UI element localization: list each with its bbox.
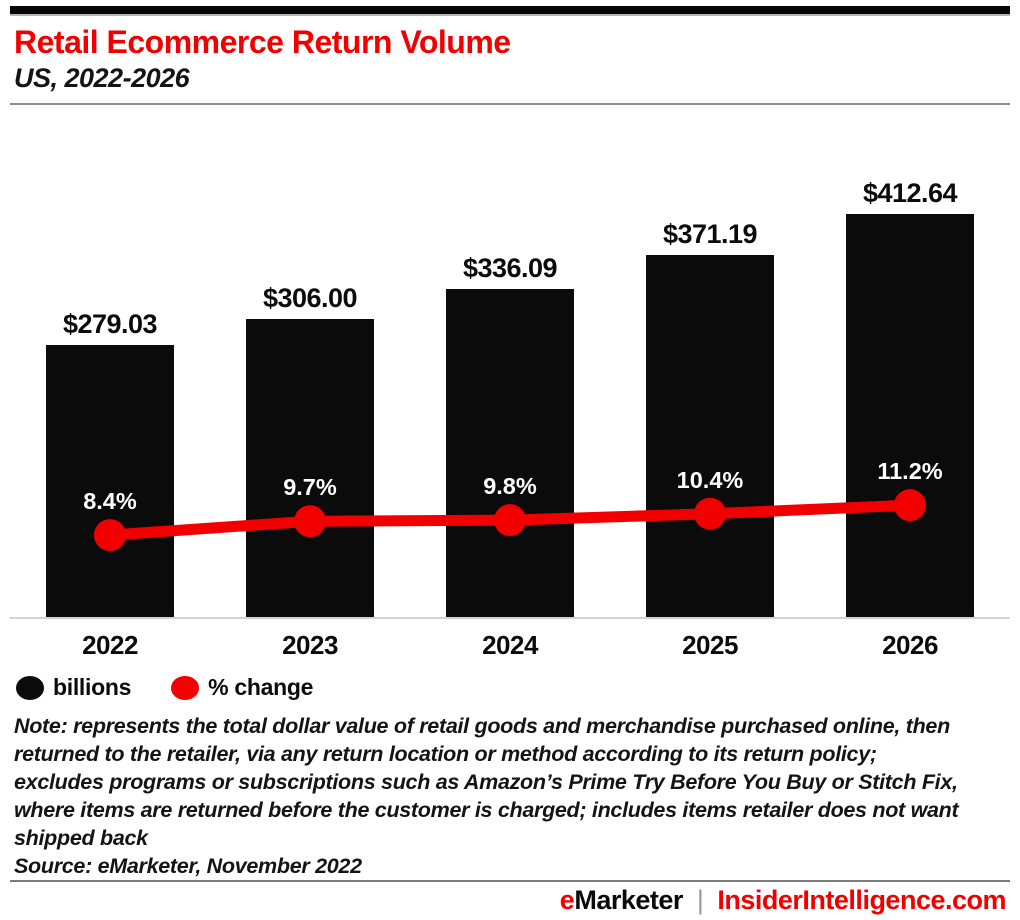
insider-intelligence-link[interactable]: InsiderIntelligence.com [717, 885, 1006, 915]
bar-value-label-2025: $371.19 [662, 218, 758, 249]
x-axis-tick-2026: 2026 [882, 630, 938, 660]
bar-2026 [846, 214, 974, 618]
pct-change-label-2022: 8.4% [83, 488, 137, 515]
pct-change-label-2024: 9.8% [483, 473, 537, 500]
legend-item-billions: billions [16, 674, 131, 701]
bar-2022 [46, 345, 174, 618]
header-divider [10, 103, 1010, 105]
x-axis-tick-2022: 2022 [82, 630, 138, 660]
footer-divider [10, 880, 1010, 882]
pct-change-label-2026: 11.2% [877, 458, 943, 485]
footnote-line: Note: represents the total dollar value … [14, 714, 950, 738]
bar-value-label-2022: $279.03 [62, 309, 158, 340]
chart-legend: billions % change [16, 674, 313, 701]
x-axis-tick-2023: 2023 [282, 630, 338, 660]
footnote: Note: represents the total dollar value … [14, 712, 1004, 880]
source-line: Source: eMarketer, November 2022 [14, 854, 362, 878]
footnote-line: shipped back [14, 826, 148, 850]
emarketer-logo-e: e [559, 885, 575, 915]
x-axis-tick-2025: 2025 [682, 630, 738, 660]
x-axis-line [10, 617, 1010, 619]
pct-change-label-2023: 9.7% [283, 474, 337, 501]
bar-2025 [646, 254, 774, 618]
page-title: Retail Ecommerce Return Volume [14, 24, 511, 60]
legend-label-pct-change: % change [208, 674, 314, 700]
page-subtitle: US, 2022-2026 [14, 63, 190, 93]
footnote-line: excludes programs or subscriptions such … [14, 770, 958, 794]
bar-value-label-2024: $336.09 [462, 253, 558, 284]
bar-2024 [446, 289, 574, 618]
bar-2023 [246, 318, 374, 618]
footer-brand-bar: eMarketer | InsiderIntelligence.com [559, 885, 1007, 916]
pct-change-dot-icon [171, 675, 200, 700]
top-accent-bar [10, 6, 1010, 16]
legend-label-billions: billions [53, 674, 132, 700]
x-axis-tick-2024: 2024 [482, 630, 538, 660]
billions-dot-icon [16, 675, 44, 700]
bar-value-label-2026: $412.64 [862, 178, 958, 209]
footnote-line: where items are returned before the cust… [14, 798, 959, 822]
bar-value-label-2023: $306.00 [262, 282, 358, 313]
legend-item-pct-change: % change [171, 674, 313, 701]
footer-separator: | [696, 885, 704, 915]
pct-change-label-2025: 10.4% [676, 466, 744, 493]
emarketer-logo-rest: Marketer [574, 885, 683, 915]
footnote-line: returned to the retailer, via any return… [14, 742, 877, 766]
